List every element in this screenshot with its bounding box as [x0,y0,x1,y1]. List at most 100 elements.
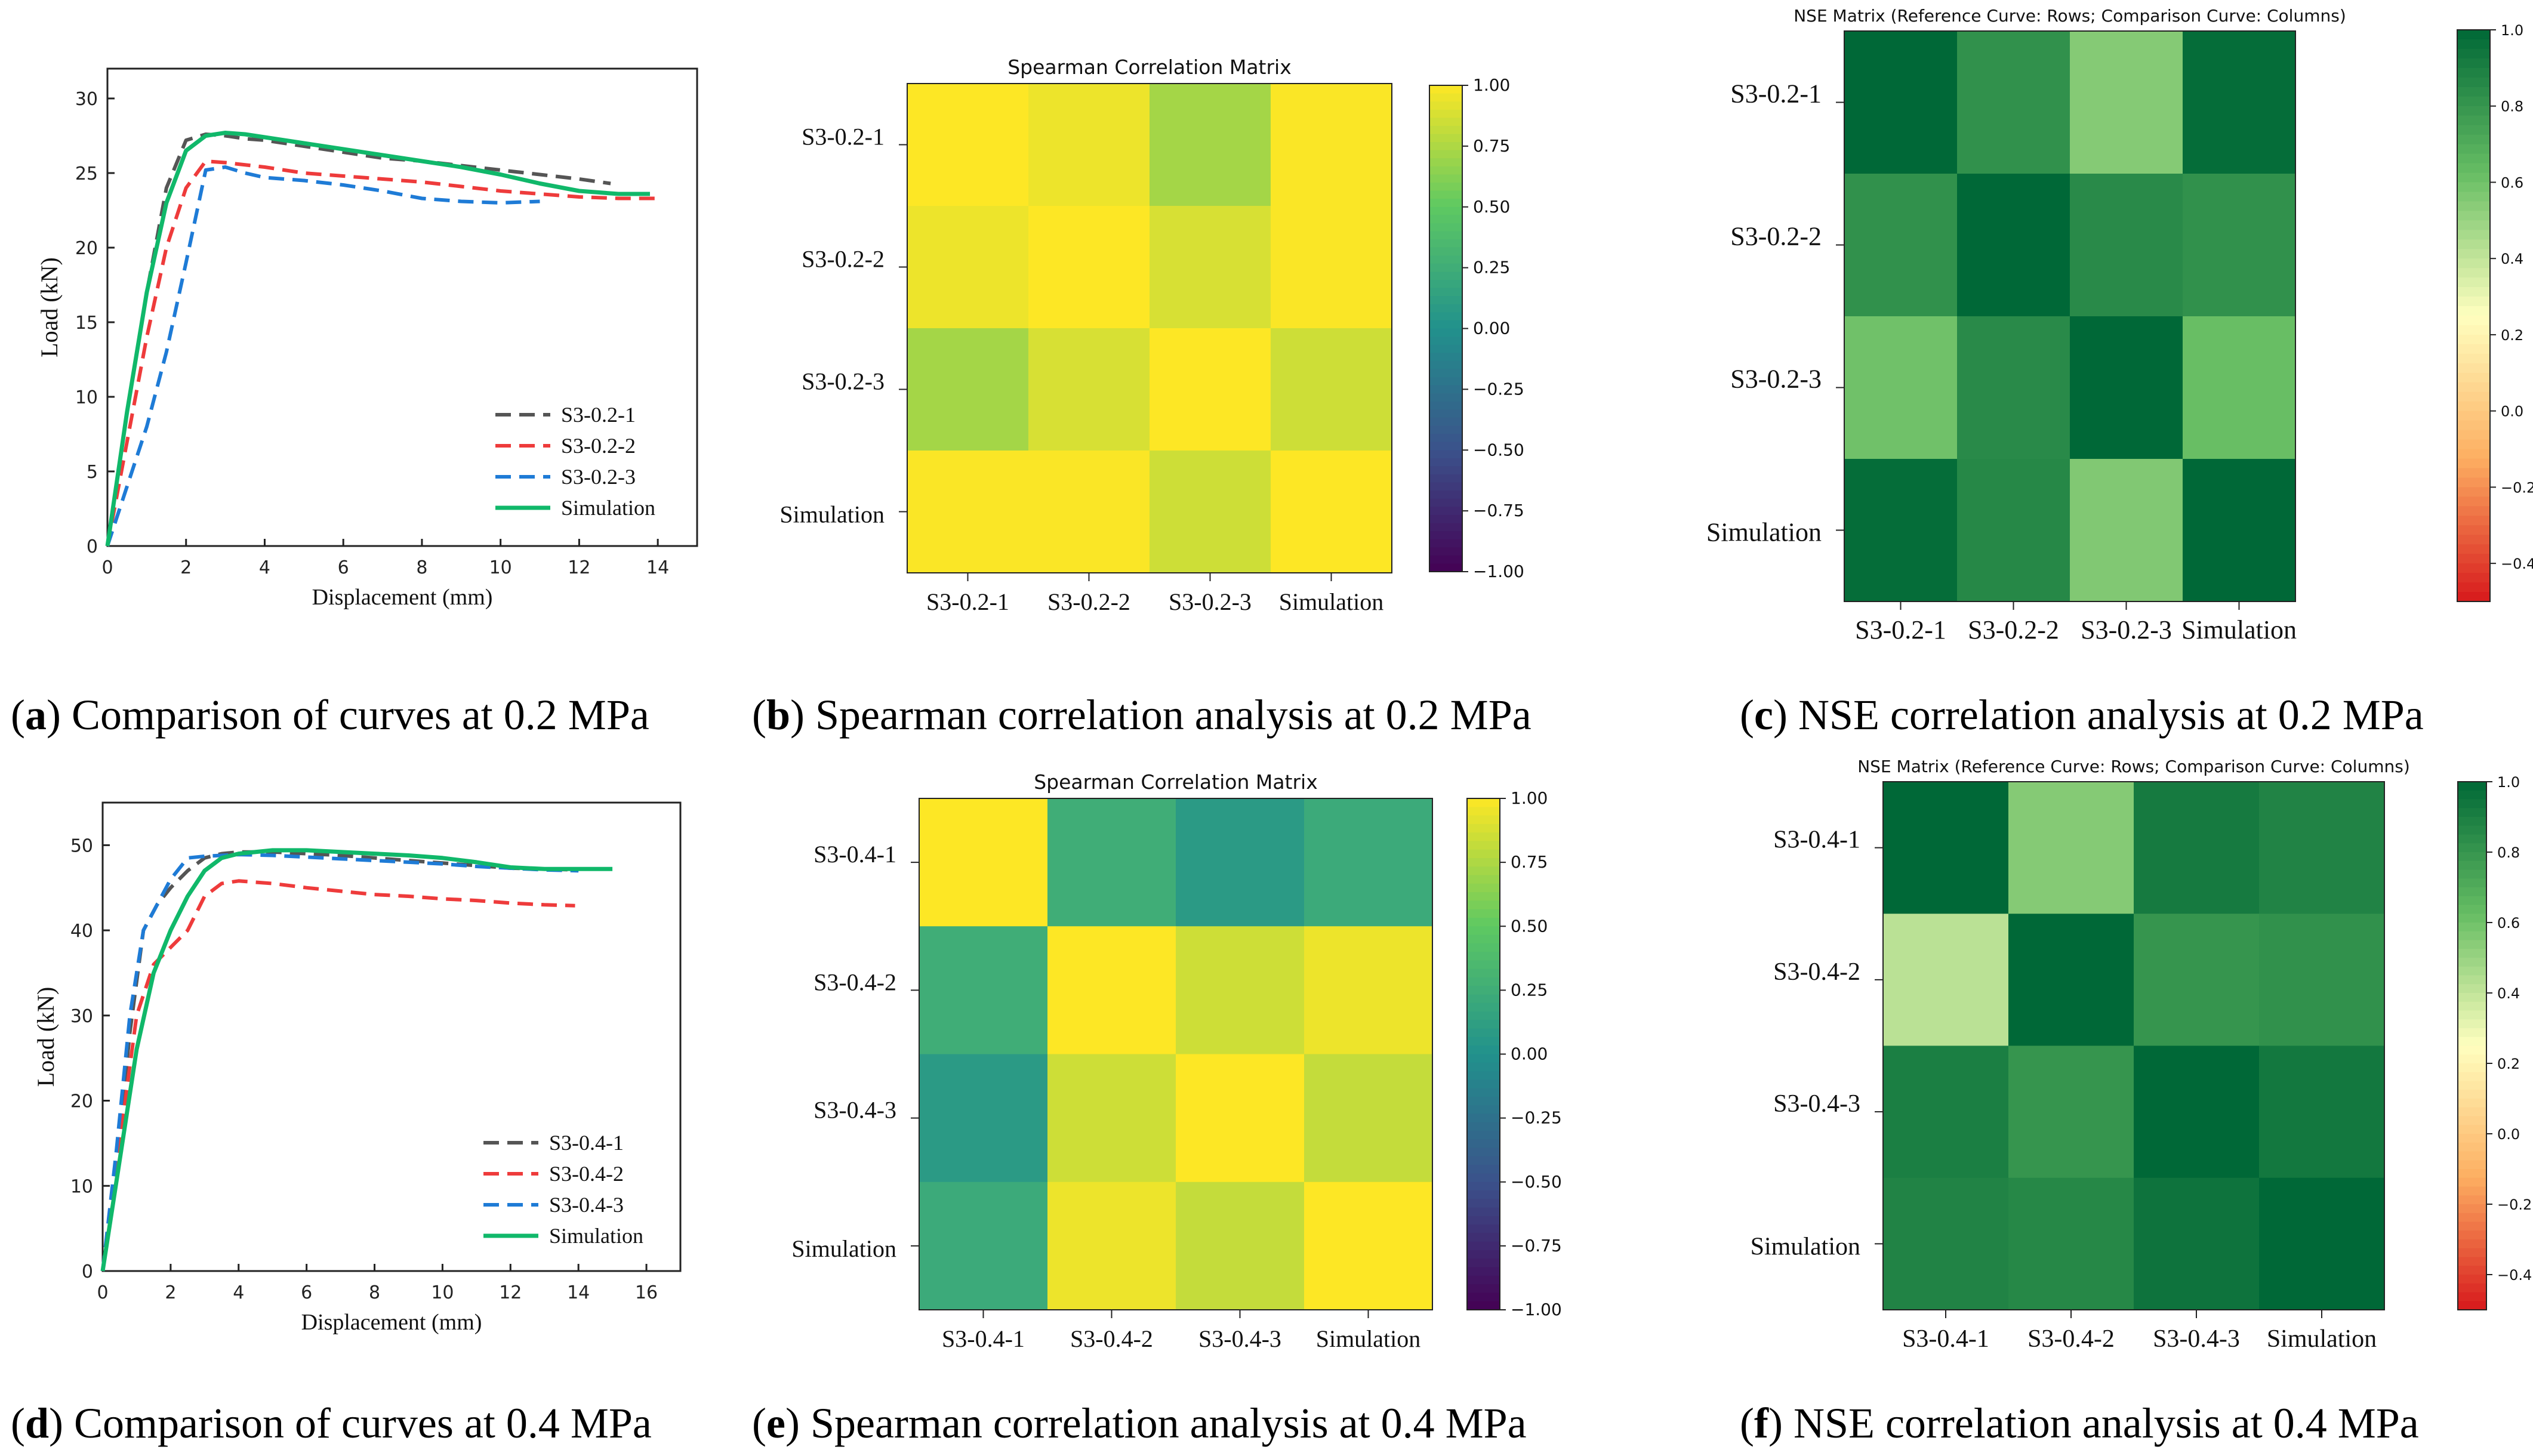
colorbar-segment [1429,158,1462,167]
colorbar-segment [1467,832,1500,842]
colorbar-segment [1429,539,1462,548]
heatmap-title: NSE Matrix (Reference Curve: Rows; Compa… [1794,6,2346,26]
colorbar-segment [1467,1062,1500,1072]
colorbar-segment [1467,1165,1500,1174]
colorbar-segment [2458,869,2486,880]
row-label: S3-0.4-3 [813,1097,896,1124]
colorbar-segment [1429,555,1462,564]
colorbar-segment [2458,1266,2486,1275]
colorbar-segment [1467,1139,1500,1149]
colorbar-segment [2457,58,2490,69]
chart-b-group: Spearman Correlation Matrix S3-0.2-1 S3-0.… [779,55,1524,615]
x-tick-label: 12 [499,1282,522,1303]
colorbar-frame [2457,781,2487,1310]
colorbar-segment [1467,960,1500,970]
x-tick-label: 6 [301,1282,312,1303]
colorbar-segment [1429,118,1462,127]
colorbar-segment [1467,857,1500,868]
x-tick-label: 16 [635,1282,658,1303]
colorbar-segment [2457,48,2490,59]
plot-frame [106,67,698,547]
heatmap-cell [1883,782,2009,914]
x-tick-label: 0 [97,1282,108,1303]
y-tick-label: 50 [70,835,93,856]
heatmap-cell [919,1182,1048,1310]
colorbar-segment [1429,393,1462,402]
colorbar-segment [2458,1160,2486,1170]
colorbar-segment [2458,1169,2486,1179]
legend-label-S3-0.2-1: S3-0.2-1 [561,403,636,427]
y-tick-label: 0 [87,536,98,557]
colorbar-segment [1429,288,1462,297]
colorbar-segment [2458,1063,2486,1073]
colorbar-segment [1467,968,1500,978]
colorbar-segment [1467,943,1500,952]
colorbar-segment [2458,1010,2486,1020]
colorbar-segment [1467,892,1500,902]
legend-label-S3-0.2-2: S3-0.2-2 [561,434,636,458]
y-tick-label: 10 [75,387,98,408]
colorbar-segment [2457,39,2490,50]
col-label: S3-0.4-3 [2153,1325,2240,1353]
colorbar-segment [1467,1301,1500,1310]
colorbar-segment [1467,815,1500,825]
heatmap-cell [2259,1177,2385,1310]
colorbar-segment [1429,101,1462,110]
colorbar-tick-label: −1.00 [1473,562,1524,581]
colorbar-segment [2458,808,2486,818]
row-label: S3-0.2-2 [1730,222,1822,251]
colorbar-segment [2457,325,2490,335]
colorbar-tick-label: −0.50 [1511,1172,1562,1192]
colorbar-segment [1429,563,1462,572]
chart-a-group: 0 2 4 6 8 10 12 14 0 5 10 15 20 25 30 Displacement (mm)… [36,67,698,610]
y-tick-label: 30 [70,1006,93,1027]
heatmap-cell [919,798,1048,927]
colorbar-segment [1467,1122,1500,1131]
colorbar-segment [2458,1230,2486,1240]
colorbar-segment [2458,1195,2486,1205]
x-axis-label: Displacement (mm) [301,1310,482,1335]
heatmap-cell [1150,206,1271,329]
heatmap-cell [2070,316,2183,459]
row-label: S3-0.2-2 [802,246,885,273]
colorbar-segment [1429,385,1462,394]
colorbar-segment [1467,798,1500,808]
colorbar-segment [2458,1257,2486,1267]
colorbar-segment [2458,782,2486,791]
heatmap-cell [2008,782,2134,914]
colorbar-segment [2458,1090,2486,1099]
colorbar-segment [1467,1037,1500,1047]
colorbar-segment [1429,337,1462,346]
heatmap-cell [1028,206,1150,329]
colorbar-segment [2457,344,2490,354]
colorbar-segment [1429,263,1462,273]
colorbar-segment [1467,1207,1500,1217]
colorbar-segment [2458,1151,2486,1161]
col-label: Simulation [1279,588,1384,615]
colorbar-segment [2457,468,2490,479]
colorbar-segment [2458,799,2486,809]
colorbar-segment [1467,1292,1500,1302]
chart-e-group: Spearman Correlation Matrix S3-0.4-1 S3-0.… [791,770,1561,1352]
colorbar-segment [1429,498,1462,508]
colorbar-segment [1429,304,1462,313]
colorbar-segment [2458,975,2486,985]
colorbar-segment [2458,993,2486,1002]
col-label: S3-0.4-1 [942,1325,1025,1352]
colorbar-tick-label: 0.00 [1511,1044,1548,1064]
colorbar-segment [1429,174,1462,183]
colorbar-segment [2458,1045,2486,1056]
col-label: S3-0.2-2 [1047,588,1130,615]
colorbar-segment [1429,474,1462,483]
colorbar-segment [2458,1099,2486,1108]
colorbar-segment [2457,67,2490,78]
heatmap-cell [1176,1182,1305,1310]
colorbar-segment [2457,439,2490,450]
colorbar-segment [1429,215,1462,224]
colorbar-segment [1467,1002,1500,1012]
colorbar-segment [2457,134,2490,145]
colorbar-segment [1429,231,1462,240]
colorbar-segment [2458,914,2486,923]
row-label: S3-0.2-1 [802,124,885,150]
heatmap-cell [2134,1177,2260,1310]
